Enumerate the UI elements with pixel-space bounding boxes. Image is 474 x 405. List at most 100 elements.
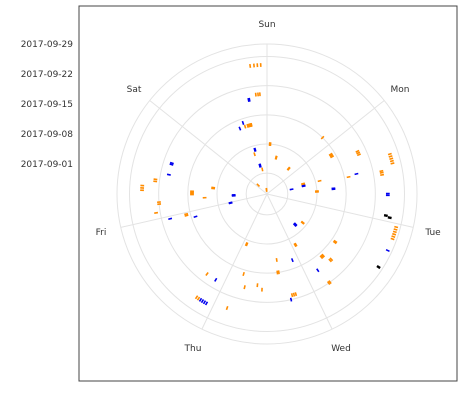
data-mark (275, 257, 278, 262)
data-mark (228, 201, 233, 204)
data-mark (330, 155, 335, 159)
data-mark (243, 285, 246, 290)
radial-tick-label: 2017-09-22 (21, 70, 73, 80)
data-mark (259, 163, 262, 168)
data-mark (253, 152, 256, 157)
data-mark (332, 240, 337, 245)
day-label-sat: Sat (127, 85, 142, 95)
data-mark (200, 299, 205, 304)
data-mark (354, 172, 359, 176)
grid-spoke (266, 193, 414, 228)
grid-spoke (149, 100, 268, 195)
data-mark (247, 97, 250, 102)
data-mark (247, 123, 250, 128)
data-mark (184, 212, 189, 216)
grid-spoke (120, 193, 268, 228)
day-label-sun: Sun (258, 20, 275, 30)
data-mark (248, 123, 251, 128)
data-mark (225, 306, 229, 311)
radial-tick-label: 2017-09-15 (21, 100, 73, 110)
radial-tick-label: 2017-09-08 (21, 130, 74, 140)
data-mark (388, 155, 393, 158)
grid (116, 43, 418, 345)
data-mark (326, 281, 331, 286)
data-mark (250, 122, 253, 127)
data-mark (376, 265, 381, 270)
data-mark (379, 169, 384, 173)
grid-spoke (201, 193, 268, 330)
day-label-thu: Thu (184, 344, 202, 354)
data-mark (248, 97, 251, 102)
data-mark (390, 162, 395, 165)
data-mark (356, 151, 361, 155)
data-mark (214, 277, 218, 282)
data-mark (391, 235, 396, 238)
data-mark (292, 292, 296, 297)
data-mark (275, 155, 278, 160)
data-mark (261, 167, 264, 172)
data-mark (333, 239, 338, 244)
data-mark (198, 297, 203, 302)
data-mark (328, 280, 332, 285)
data-mark (242, 271, 245, 277)
data-mark (300, 221, 305, 225)
data-mark (289, 188, 294, 191)
data-mark (321, 253, 326, 258)
data-mark (254, 147, 257, 152)
data-mark (287, 166, 291, 171)
data-mark (293, 243, 297, 248)
data-mark (317, 179, 322, 183)
data-mark (329, 257, 334, 262)
day-label-tue: Tue (424, 228, 441, 238)
data-mark (392, 230, 397, 234)
data-mark (328, 258, 332, 263)
day-label-fri: Fri (96, 228, 107, 238)
data-mark (316, 268, 320, 273)
data-mark (196, 296, 201, 301)
data-mark (204, 301, 209, 306)
data-mark (380, 173, 385, 176)
data-mark (387, 152, 392, 156)
data-mark (238, 126, 242, 131)
data-mark (389, 157, 394, 160)
data-mark (319, 255, 324, 260)
data-mark (184, 214, 189, 217)
data-mark (193, 215, 198, 218)
data-mark (256, 183, 261, 188)
data-mark (289, 297, 293, 302)
data-mark (379, 171, 384, 174)
radial-tick-label: 2017-09-29 (21, 40, 74, 50)
data-mark (205, 272, 209, 276)
data-mark (329, 153, 334, 158)
data-mark (355, 149, 360, 153)
data-mark (294, 292, 298, 297)
data-mark (394, 225, 399, 229)
data-mark (246, 123, 249, 128)
data-mark (346, 175, 351, 179)
data-mark (169, 161, 174, 165)
data-mark (194, 295, 199, 300)
data-mark (292, 223, 297, 228)
data-mark (320, 135, 325, 140)
data-mark (168, 217, 173, 221)
data-mark (390, 237, 395, 241)
data-mark (243, 124, 247, 129)
data-mark (166, 173, 171, 176)
data-mark (294, 242, 298, 247)
grid-spoke (266, 100, 385, 195)
grid-spoke (266, 193, 333, 330)
data-marks (140, 63, 399, 311)
data-mark (169, 163, 174, 166)
data-mark (387, 216, 392, 220)
day-label-wed: Wed (331, 344, 351, 354)
data-mark (290, 258, 294, 263)
data-mark (290, 293, 294, 298)
data-mark (202, 300, 207, 305)
data-mark (356, 153, 361, 157)
data-mark (320, 254, 325, 259)
data-mark (301, 185, 306, 188)
data-mark (328, 152, 333, 157)
data-mark (241, 120, 245, 125)
data-mark (392, 232, 397, 236)
